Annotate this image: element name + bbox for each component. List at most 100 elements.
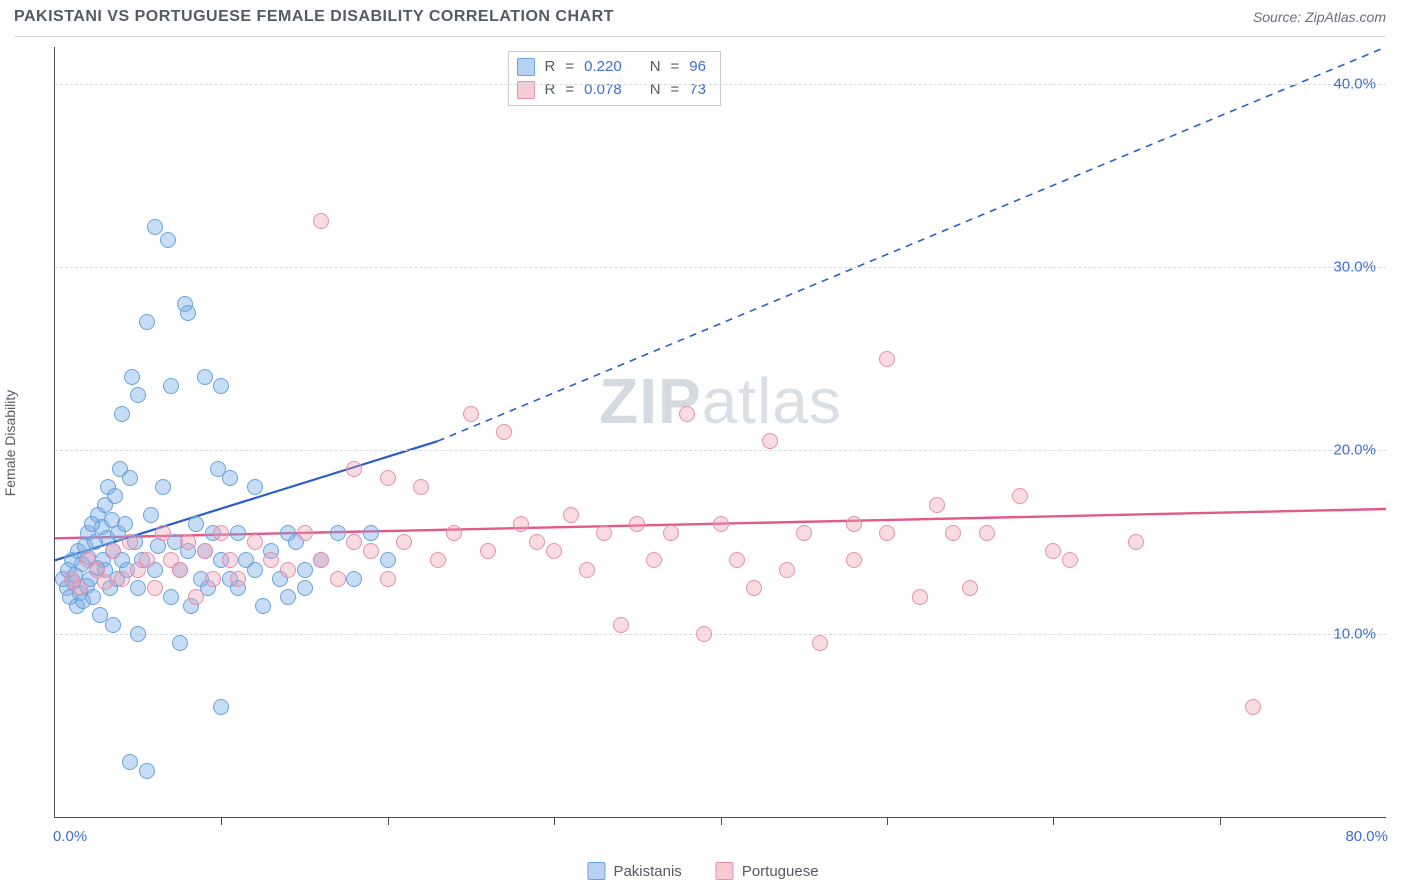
equals-sign: =: [565, 79, 574, 102]
xlegend-label: Portuguese: [742, 863, 819, 880]
marker-pakistanis: [180, 305, 196, 321]
marker-pakistanis: [147, 219, 163, 235]
marker-portuguese: [363, 543, 379, 559]
marker-pakistanis: [297, 580, 313, 596]
marker-pakistanis: [143, 507, 159, 523]
gridline-h: [55, 267, 1386, 268]
marker-portuguese: [380, 571, 396, 587]
marker-portuguese: [496, 424, 512, 440]
marker-portuguese: [613, 617, 629, 633]
x-tick-label-min: 0.0%: [53, 828, 87, 845]
marker-portuguese: [346, 461, 362, 477]
chart-header: PAKISTANI VS PORTUGUESE FEMALE DISABILIT…: [0, 0, 1406, 30]
marker-pakistanis: [139, 763, 155, 779]
marker-portuguese: [646, 552, 662, 568]
gridline-h: [55, 450, 1386, 451]
n-label: N: [650, 56, 661, 79]
marker-portuguese: [879, 351, 895, 367]
marker-portuguese: [413, 479, 429, 495]
marker-pakistanis: [155, 479, 171, 495]
marker-portuguese: [846, 552, 862, 568]
marker-pakistanis: [139, 314, 155, 330]
marker-pakistanis: [172, 635, 188, 651]
y-tick-label: 30.0%: [1333, 259, 1376, 276]
marker-pakistanis: [124, 369, 140, 385]
swatch-blue-icon: [587, 862, 605, 880]
marker-pakistanis: [255, 598, 271, 614]
marker-portuguese: [263, 552, 279, 568]
marker-portuguese: [280, 562, 296, 578]
y-axis-label: Female Disability: [2, 389, 18, 496]
r-label: R: [545, 79, 556, 102]
marker-pakistanis: [247, 479, 263, 495]
plot-area: ZIPatlas R = 0.220 N = 96 R = 0.078 N =: [54, 47, 1386, 818]
marker-portuguese: [762, 433, 778, 449]
marker-portuguese: [529, 534, 545, 550]
equals-sign: =: [565, 56, 574, 79]
marker-pakistanis: [160, 232, 176, 248]
marker-pakistanis: [380, 552, 396, 568]
gridline-h: [55, 634, 1386, 635]
marker-portuguese: [139, 552, 155, 568]
x-tick-mark: [554, 817, 555, 825]
xlegend-pakistanis: Pakistanis: [587, 862, 681, 880]
marker-portuguese: [629, 516, 645, 532]
xlegend-portuguese: Portuguese: [716, 862, 819, 880]
marker-pakistanis: [122, 470, 138, 486]
marker-portuguese: [1245, 699, 1261, 715]
marker-portuguese: [1062, 552, 1078, 568]
marker-portuguese: [122, 534, 138, 550]
marker-pakistanis: [163, 589, 179, 605]
marker-portuguese: [796, 525, 812, 541]
marker-portuguese: [297, 525, 313, 541]
marker-pakistanis: [213, 378, 229, 394]
marker-portuguese: [929, 497, 945, 513]
marker-portuguese: [812, 635, 828, 651]
marker-portuguese: [879, 525, 895, 541]
swatch-blue-icon: [517, 58, 535, 76]
marker-pakistanis: [188, 516, 204, 532]
marker-pakistanis: [130, 580, 146, 596]
x-axis-legend: Pakistanis Portuguese: [587, 862, 818, 880]
x-tick-mark: [388, 817, 389, 825]
marker-portuguese: [105, 543, 121, 559]
marker-portuguese: [679, 406, 695, 422]
marker-portuguese: [97, 574, 113, 590]
marker-portuguese: [430, 552, 446, 568]
trendline-pakistanis-dashed: [438, 47, 1386, 441]
marker-pakistanis: [197, 369, 213, 385]
chart-title: PAKISTANI VS PORTUGUESE FEMALE DISABILIT…: [14, 8, 614, 26]
swatch-pink-icon: [716, 862, 734, 880]
marker-portuguese: [330, 571, 346, 587]
marker-portuguese: [563, 507, 579, 523]
marker-pakistanis: [230, 525, 246, 541]
marker-portuguese: [180, 534, 196, 550]
marker-pakistanis: [122, 754, 138, 770]
y-tick-label: 40.0%: [1333, 75, 1376, 92]
correlation-legend: R = 0.220 N = 96 R = 0.078 N = 73: [508, 51, 721, 106]
n-label: N: [650, 79, 661, 102]
x-tick-mark: [221, 817, 222, 825]
watermark-bold: ZIP: [599, 365, 702, 437]
r-value-portuguese: 0.078: [584, 79, 622, 102]
legend-row-portuguese: R = 0.078 N = 73: [517, 79, 706, 102]
marker-portuguese: [346, 534, 362, 550]
marker-portuguese: [480, 543, 496, 559]
marker-pakistanis: [280, 525, 296, 541]
marker-portuguese: [72, 580, 88, 596]
marker-pakistanis: [280, 589, 296, 605]
x-tick-mark: [721, 817, 722, 825]
marker-portuguese: [663, 525, 679, 541]
equals-sign: =: [671, 79, 680, 102]
marker-portuguese: [155, 525, 171, 541]
watermark-light: atlas: [702, 365, 842, 437]
r-label: R: [545, 56, 556, 79]
marker-portuguese: [1128, 534, 1144, 550]
marker-pakistanis: [297, 562, 313, 578]
x-tick-mark: [1053, 817, 1054, 825]
y-tick-label: 20.0%: [1333, 442, 1376, 459]
marker-portuguese: [1045, 543, 1061, 559]
n-value-pakistanis: 96: [689, 56, 706, 79]
marker-portuguese: [546, 543, 562, 559]
marker-pakistanis: [330, 525, 346, 541]
